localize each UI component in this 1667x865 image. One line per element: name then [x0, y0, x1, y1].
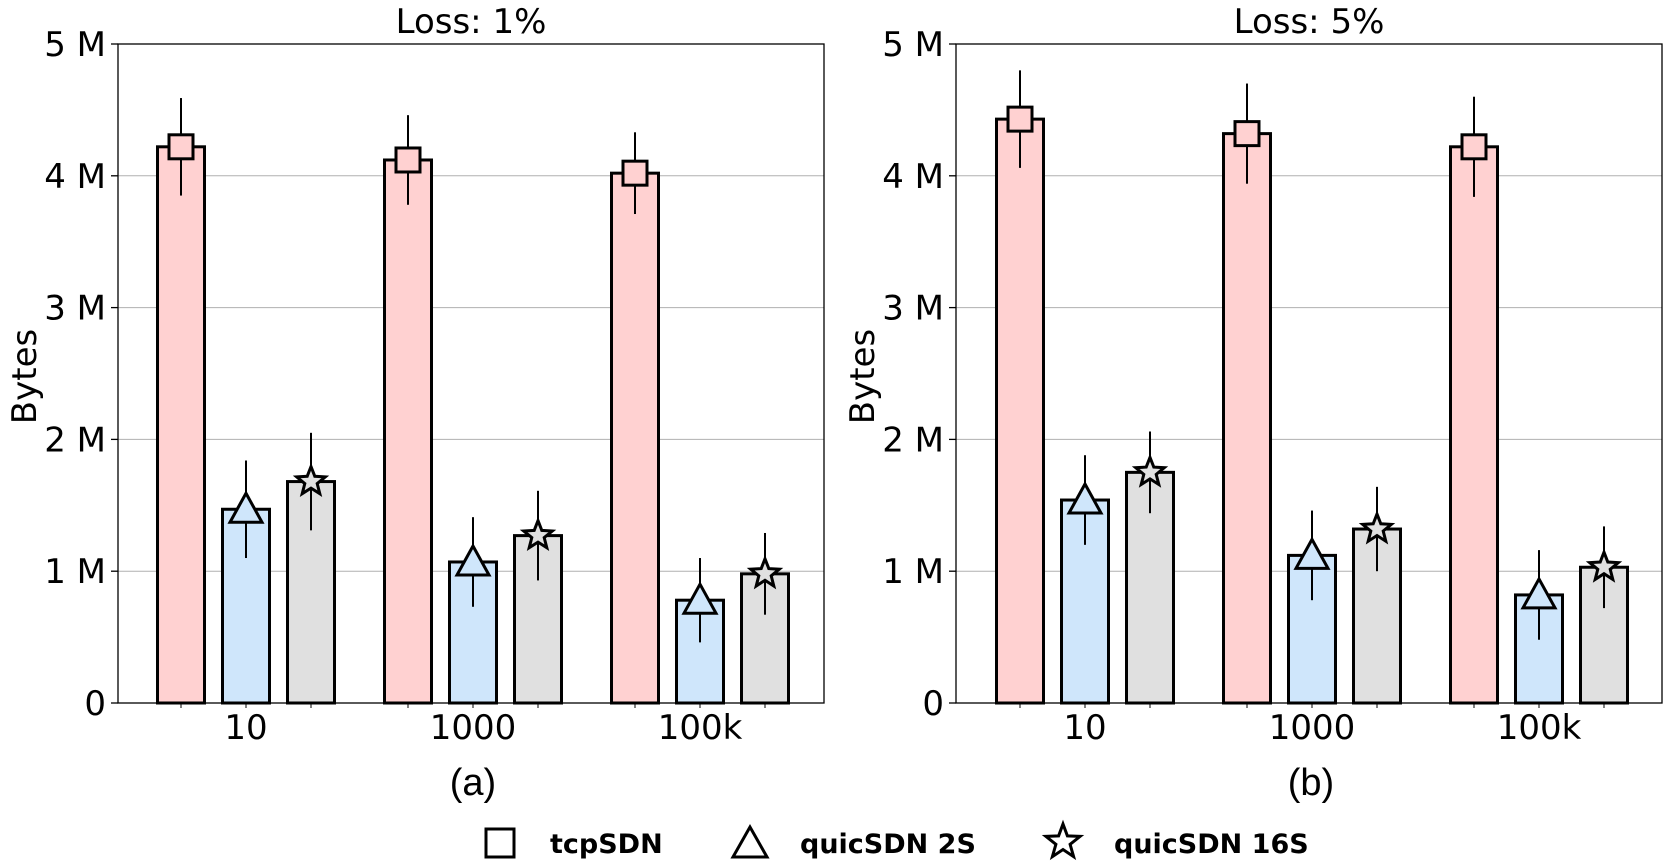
y-tick-label: 3 M — [44, 289, 106, 329]
triangle-icon — [730, 823, 770, 859]
legend: tcpSDN quicSDN 2S quicSDN 16S — [484, 819, 1309, 861]
y-tick-label: 2 M — [882, 420, 944, 460]
legend-item-quicsdn-16s: quicSDN 16S — [1041, 819, 1309, 861]
y-tick-label: 5 M — [882, 25, 944, 65]
star-marker — [746, 554, 784, 590]
square-marker — [621, 159, 649, 187]
bar-tcpsdn-1000 — [1222, 132, 1272, 705]
y-tick-label: 0 — [922, 684, 944, 724]
x-tick-label: 100k — [1497, 708, 1582, 748]
x-tick-label: 1000 — [1269, 708, 1356, 748]
square-marker — [1460, 133, 1488, 161]
star-marker — [519, 516, 557, 552]
legend-label-quicsdn-2s: quicSDN 2S — [800, 829, 976, 860]
y-tick-label: 1 M — [44, 552, 106, 592]
bar-tcpsdn-1000 — [383, 158, 433, 705]
chart-title-b: Loss: 5% — [1234, 2, 1385, 42]
square-marker — [394, 146, 422, 174]
triangle-marker — [1293, 536, 1331, 570]
y-tick-label: 4 M — [44, 157, 106, 197]
square-marker — [1006, 105, 1034, 133]
y-tick-label: 4 M — [882, 157, 944, 197]
y-axis-label-a: Bytes — [5, 329, 45, 424]
star-marker — [1131, 453, 1169, 488]
legend-label-quicsdn-16s: quicSDN 16S — [1114, 829, 1309, 860]
panel-label-a: (a) — [450, 762, 496, 804]
y-tick-label: 1 M — [882, 552, 944, 592]
triangle-marker — [227, 490, 265, 524]
bar-tcpsdn-10 — [156, 145, 206, 705]
chart-panel-b: 0 1 M 2 M 3 M 4 M 5 M 10 1000 100k Loss: 5% Byte… — [843, 2, 1663, 804]
legend-item-tcpsdn: tcpSDN — [484, 827, 663, 860]
legend-item-quicsdn-2s: quicSDN 2S — [730, 823, 976, 860]
legend-label-tcpsdn: tcpSDN — [550, 829, 663, 860]
triangle-marker — [454, 542, 492, 577]
bar-tcpsdn-100k — [610, 171, 660, 705]
chart-panel-a: 0 1 M 2 M 3 M 4 M 5 M 10 1000 100k Loss: 1% Byte… — [5, 2, 825, 804]
square-marker — [1233, 120, 1261, 148]
panel-label-b: (b) — [1288, 762, 1334, 804]
star-marker — [1358, 509, 1396, 545]
y-tick-label: 5 M — [44, 25, 106, 65]
axes-frame — [117, 43, 825, 704]
triangle-marker — [1520, 575, 1558, 610]
square-marker — [167, 133, 195, 161]
y-tick-label: 2 M — [44, 420, 106, 460]
y-tick-label: 0 — [84, 684, 106, 724]
square-icon — [484, 827, 516, 859]
star-marker — [292, 462, 330, 498]
star-marker — [1585, 548, 1623, 583]
x-tick-label: 100k — [658, 708, 743, 748]
y-tick-label: 3 M — [882, 289, 944, 329]
y-axis-label-b: Bytes — [843, 329, 883, 424]
triangle-marker — [1066, 480, 1104, 515]
axes-frame — [955, 43, 1663, 704]
x-tick-label: 10 — [1063, 708, 1106, 748]
bar-tcpsdn-10 — [995, 117, 1045, 705]
x-tick-label: 1000 — [430, 708, 517, 748]
x-tick-label: 10 — [224, 708, 267, 748]
chart-title-a: Loss: 1% — [396, 2, 547, 42]
bar-tcpsdn-100k — [1449, 145, 1499, 705]
star-icon — [1041, 819, 1085, 861]
triangle-marker — [681, 581, 719, 615]
